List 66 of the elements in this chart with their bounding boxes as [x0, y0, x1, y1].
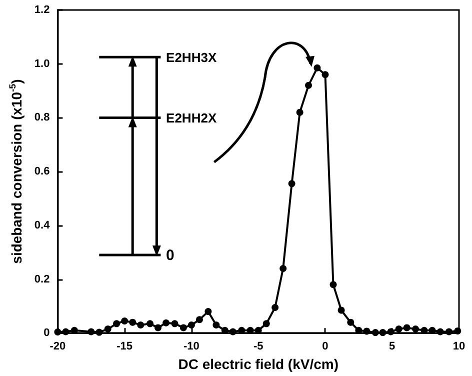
point [246, 326, 254, 334]
y-tick-label: 1.0 [34, 58, 50, 70]
x-tick-label: 10 [452, 340, 466, 353]
point [113, 320, 120, 328]
point [428, 326, 436, 334]
point [262, 320, 270, 328]
point [314, 64, 321, 72]
y-tick-label: 0.2 [34, 273, 50, 286]
point [229, 328, 236, 336]
x-tick-label: -20 [50, 340, 66, 353]
point [347, 318, 354, 326]
point [104, 326, 112, 333]
x-tick-label: -15 [116, 340, 133, 353]
point [420, 326, 428, 334]
point [238, 326, 246, 334]
point [454, 327, 462, 334]
x-tick-label: -10 [184, 340, 200, 353]
point [121, 317, 128, 324]
point [372, 329, 379, 336]
point [70, 326, 78, 334]
point [154, 324, 162, 332]
point [272, 304, 279, 312]
x-tick-label: -5 [253, 340, 264, 353]
point [204, 308, 212, 316]
annotation: 0 [166, 247, 174, 264]
point [62, 328, 70, 336]
y-tick-label: 1.2 [34, 4, 50, 16]
point [88, 328, 95, 336]
point [445, 328, 452, 336]
point [288, 180, 296, 188]
point [196, 316, 203, 324]
point [322, 71, 329, 78]
point [296, 108, 304, 116]
x-tick-label: 0 [322, 340, 328, 353]
point [330, 281, 337, 288]
point [355, 326, 362, 334]
point [379, 329, 386, 336]
x-tick-label: 5 [389, 340, 396, 353]
point [305, 82, 312, 89]
point [162, 319, 170, 326]
point [180, 324, 187, 332]
point [395, 326, 402, 333]
point [254, 326, 262, 334]
point [221, 326, 228, 334]
point [363, 328, 370, 335]
annotation: E2HH2X [166, 110, 217, 126]
point [280, 264, 287, 272]
point [212, 322, 220, 329]
point [146, 320, 154, 328]
point [436, 328, 444, 336]
point [137, 322, 144, 329]
x-axis-title: DC electric field (kV/cm) [178, 356, 338, 372]
point [171, 320, 178, 328]
point [387, 328, 394, 336]
y-tick-label: 0.8 [34, 112, 50, 124]
point [412, 326, 420, 333]
y-tick-label: 0 [44, 327, 50, 340]
point [188, 322, 195, 329]
y-axis-title: sideband conversion (x10-5) [8, 79, 24, 264]
point [403, 324, 410, 332]
point [338, 306, 345, 314]
y-tick-label: 0.4 [34, 219, 51, 232]
annotation: E2HH3X [166, 50, 217, 66]
point [96, 328, 103, 336]
y-tick-label: 0.6 [34, 166, 50, 178]
point [129, 318, 136, 326]
